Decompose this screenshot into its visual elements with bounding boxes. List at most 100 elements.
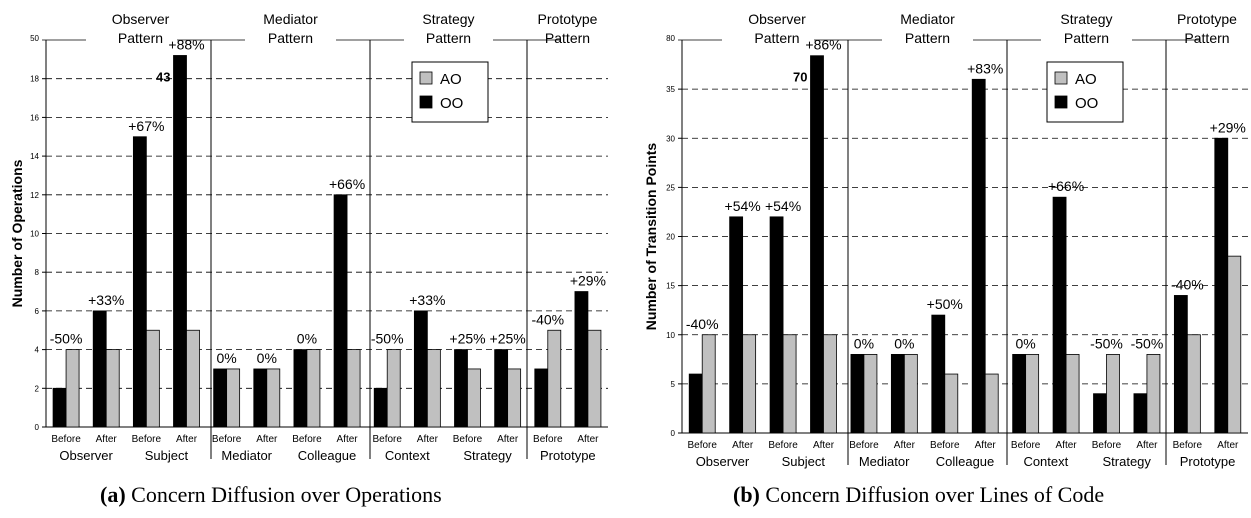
chart-a-ytick-label: 12 [30,191,39,200]
chart-a-percent-label: 0% [297,331,317,347]
chart-b-y-axis-title: Number of Transition Points [643,143,659,331]
chart-b-component-label: Subject [782,454,826,469]
chart-b-phase-label: After [1056,440,1078,451]
chart-b-percent-label: +83% [967,60,1003,76]
chart-b-percent-label: +54% [765,198,801,214]
chart-b-bar-oo [1012,353,1027,434]
chart-a-bar-ao [186,329,200,428]
chart-a-percent-label: +33% [409,292,445,308]
chart-a-bar-oo [132,136,147,428]
chart-b-pattern-header: Observer [748,11,806,27]
chart-b-bar-oo [931,314,946,434]
chart-a-phase-label: Before [212,434,242,445]
chart-a-bar-oo [373,387,388,428]
chart-b-phase-label: After [975,440,997,451]
chart-b-ytick-label: 5 [671,380,676,389]
chart-a-ytick-label: 14 [30,152,39,161]
caption-b: (b) Concern Diffusion over Lines of Code [733,482,1104,508]
chart-b-percent-label: +66% [1048,178,1084,194]
chart-b-top-tick-label: 80 [666,34,675,43]
chart-a-bar-oo [534,368,549,428]
chart-b-component-label: Strategy [1103,454,1152,469]
chart-b-ytick-label: 35 [666,85,675,94]
chart-a-bar-ao [426,349,441,428]
chart-b-phase-label: After [1217,440,1239,451]
chart-b-bar-oo [1052,196,1067,434]
chart-b-phase-label: Before [1092,440,1122,451]
chart-b-bar-ao [903,353,918,434]
chart-b-bar-ao [944,373,959,434]
chart-a-percent-label: +66% [329,176,365,192]
chart-a-percent-label: +25% [490,331,526,347]
chart-b-bar-ao [1227,255,1242,434]
chart-b-bar-ao [701,334,716,434]
chart-b-ytick-label: 20 [666,233,675,242]
chart-b-pattern-header: Pattern [905,30,950,46]
chart-a-bar-ao [226,368,241,428]
chart-a-bar-ao [587,329,602,428]
chart-a-phase-label: After [256,434,278,445]
chart-b-percent-label: +86% [805,37,841,53]
chart-a-phase-label: After [337,434,359,445]
chart-b-phase-label: After [732,440,754,451]
chart-b-bar-ao [1025,353,1040,434]
chart-a-bar-oo [333,194,348,428]
chart-b-phase-label: Before [687,440,717,451]
chart-b-bar-oo [688,373,703,434]
chart-b-phase-label: Before [1173,440,1203,451]
chart-b-percent-label: +29% [1210,119,1246,135]
chart-a-bar-oo [494,349,509,428]
chart-a-percent-label: +29% [570,273,606,289]
chart-a-ytick-label: 18 [30,75,39,84]
chart-b-bar-ao [1186,334,1201,434]
chart-b-bar-ao [823,334,837,434]
chart-b-ytick-label: 0 [671,429,676,438]
chart-a-bar-ao [266,368,281,428]
chart-a-component-label: Observer [59,448,113,463]
chart-b-ytick-label: 10 [666,331,675,340]
chart-a-value-label: 43 [156,69,170,84]
chart-a-ytick-label: 10 [30,230,39,239]
chart-b-phase-label: Before [768,440,798,451]
chart-a-legend-swatch [419,71,433,85]
chart-a-component-label: Prototype [540,448,596,463]
chart-a-pattern-header: Prototype [538,11,598,27]
chart-b-percent-label: -40% [1171,276,1204,292]
chart-b-phase-label: Before [1011,440,1041,451]
chart-b-bar-ao [1065,353,1080,434]
chart-a-legend-label: OO [440,95,463,112]
chart-b-percent-label: +54% [725,198,761,214]
chart-b-ytick-label: 15 [666,282,675,291]
chart-b-component-label: Colleague [936,454,995,469]
chart-a-phase-label: After [417,434,439,445]
chart-b-phase-label: After [813,440,835,451]
chart-a-pattern-header: Mediator [263,11,318,27]
chart-a-ytick-label: 4 [35,346,40,355]
caption-a: (a) Concern Diffusion over Operations [100,482,442,508]
chart-b-percent-label: -40% [686,316,719,332]
chart-a-bar-oo [92,310,107,428]
chart-a-bar-ao [467,368,481,428]
chart-a-top-tick-label: 50 [30,34,39,43]
chart-a-bar-oo [413,310,428,428]
chart-a-ytick-label: 16 [30,113,39,122]
chart-a-ytick-label: 0 [35,423,40,432]
chart-b-bar-oo [810,55,824,434]
chart-a-component-label: Context [385,448,430,463]
chart-a-bar-ao [306,349,321,428]
chart-a-component-label: Colleague [298,448,357,463]
chart-b-percent-label: +50% [927,296,963,312]
chart-b-legend-label: AO [1075,71,1097,88]
chart-b-phase-label: Before [849,440,879,451]
chart-b-pattern-header: Pattern [1184,30,1229,46]
chart-b-bar-oo [729,216,744,434]
chart-a-component-label: Strategy [463,448,512,463]
chart-a-pattern-header: Pattern [426,30,471,46]
chart-a-percent-label: +33% [88,292,124,308]
chart-a-bar-oo [173,55,187,428]
caption-b-text: Concern Diffusion over Lines of Code [765,482,1105,507]
chart-b-ytick-label: 30 [666,134,675,143]
chart-a-phase-label: Before [51,434,81,445]
chart-a-bar-ao [386,349,401,428]
chart-a-legend-label: AO [440,71,462,88]
